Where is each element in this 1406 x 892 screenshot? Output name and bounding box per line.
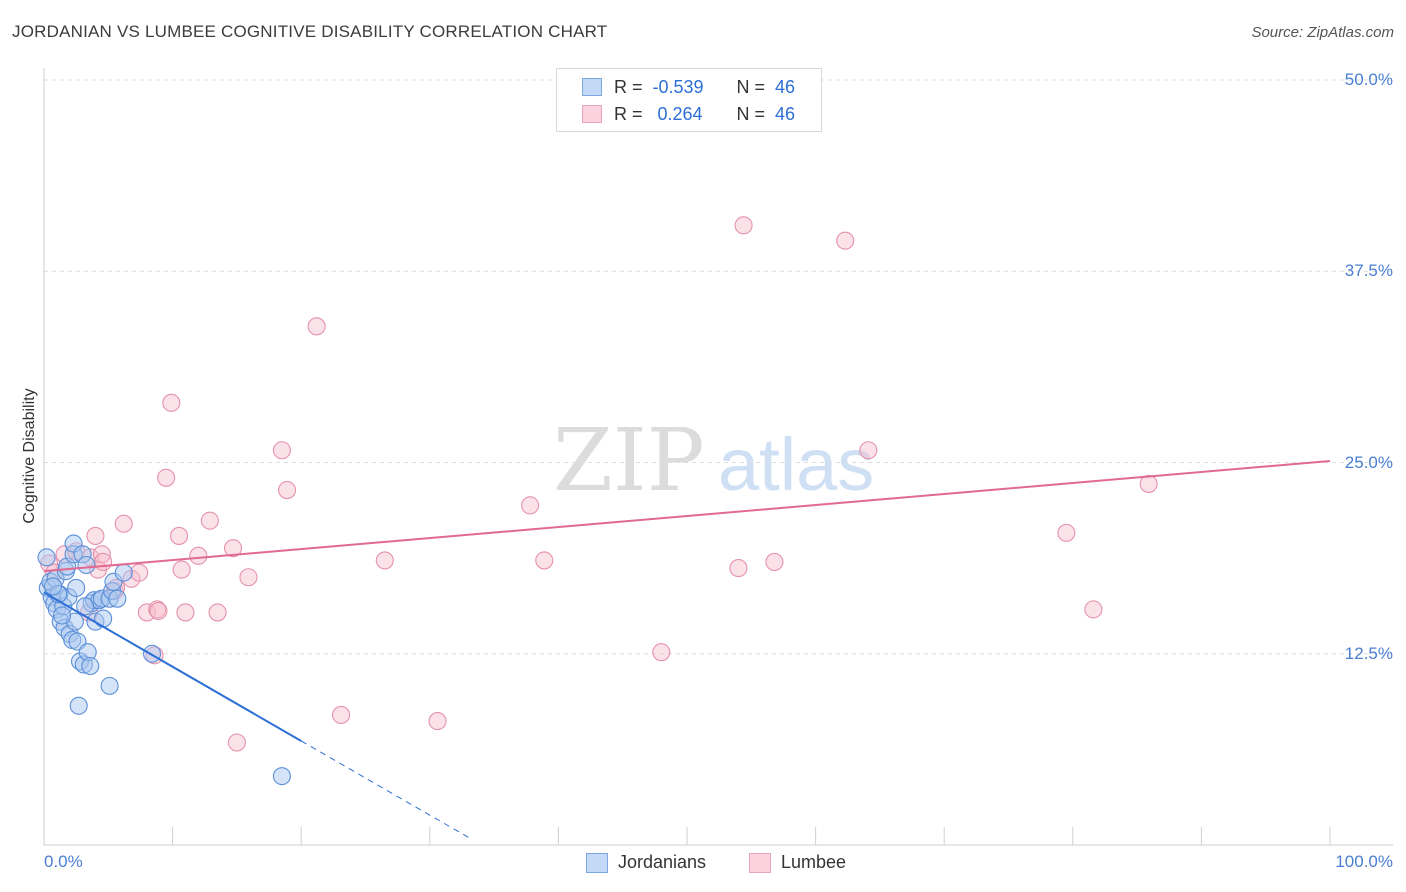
lumbee-point	[332, 705, 351, 725]
lumbee-legend-swatch	[749, 852, 771, 873]
series-legend-jordanians: Jordanians	[586, 852, 706, 873]
lumbee-point	[239, 568, 258, 587]
lumbee-point	[130, 563, 149, 582]
axes	[43, 68, 1393, 846]
lumbee-point	[176, 603, 195, 622]
jordanian-point	[52, 606, 72, 625]
source-label: Source: ZipAtlas.com	[1251, 24, 1394, 41]
jordanians-legend-label: Jordanians	[618, 852, 707, 872]
lumbee-point	[535, 551, 554, 570]
jordanian-point	[272, 767, 291, 786]
x-tick-max: 100.0%	[1335, 852, 1393, 871]
lumbee-point	[114, 514, 133, 533]
legend-n-label: N =	[736, 76, 766, 97]
lumbee-points	[40, 216, 1158, 752]
jordanian-points	[37, 534, 291, 786]
jordanian-point	[69, 696, 88, 715]
jordanian-point	[77, 555, 96, 575]
y-tick-label: 12.5%	[1344, 643, 1393, 663]
lumbee-point	[1057, 523, 1076, 542]
correlation-legend: R = -0.539 N = 46 R = 0.264 N = 46	[556, 68, 822, 132]
lumbee-point	[278, 480, 297, 500]
series-legend-lumbee: Lumbee	[749, 852, 846, 873]
lumbee-point	[227, 733, 246, 752]
jordanians-trend-extension	[300, 740, 469, 838]
jordanians-swatch	[582, 78, 602, 96]
jordanian-point	[43, 577, 63, 596]
legend-n-label: N =	[736, 103, 766, 124]
lumbee-point	[307, 317, 326, 336]
jordanian-point	[94, 609, 113, 628]
lumbee-point	[137, 603, 156, 622]
lumbee-point	[729, 559, 748, 578]
jordanian-point	[81, 656, 100, 676]
y-tick-label: 25.0%	[1344, 452, 1393, 472]
y-tick-label: 37.5%	[1344, 261, 1393, 281]
lumbee-point	[1084, 600, 1103, 619]
lumbee-swatch	[582, 105, 602, 123]
legend-n-value: 46	[775, 76, 796, 97]
lumbee-point	[1139, 474, 1158, 493]
jordanian-point	[67, 578, 86, 598]
jordanian-point	[100, 676, 119, 695]
chart-title: JORDANIAN VS LUMBEE COGNITIVE DISABILITY…	[12, 22, 608, 41]
lumbee-point	[92, 545, 111, 564]
legend-row-jordanians: R = -0.539 N = 46	[582, 75, 795, 99]
legend-r-value: -0.539	[652, 76, 704, 97]
lumbee-point	[765, 552, 784, 572]
lumbee-point	[521, 496, 540, 515]
lumbee-point	[272, 441, 291, 460]
lumbee-point	[734, 216, 753, 235]
jordanian-point	[37, 548, 56, 567]
lumbee-point	[172, 560, 191, 579]
y-tick-label: 50.0%	[1344, 70, 1393, 89]
x-tick-min: 0.0%	[44, 852, 83, 871]
trend-lines	[43, 459, 1331, 838]
lumbee-point	[652, 643, 671, 662]
lumbee-legend-label: Lumbee	[781, 852, 847, 872]
watermark-atlas: atlas	[718, 423, 874, 506]
lumbee-point	[149, 601, 168, 620]
lumbee-point	[94, 552, 113, 572]
legend-r-value: 0.264	[652, 103, 703, 124]
lumbee-point	[375, 551, 394, 570]
lumbee-point	[162, 393, 181, 412]
jordanian-point	[114, 563, 133, 582]
jordanian-point	[76, 597, 95, 616]
lumbee-point	[157, 468, 176, 487]
lumbee-point	[86, 526, 105, 545]
lumbee-point	[223, 539, 243, 558]
lumbee-point	[189, 546, 208, 565]
legend-row-lumbee: R = 0.264 N = 46	[582, 102, 795, 126]
legend-n-value: 46	[775, 103, 796, 124]
jordanian-point	[108, 589, 127, 608]
lumbee-point	[208, 603, 227, 622]
lumbee-point	[200, 511, 219, 530]
lumbee-point	[169, 526, 189, 545]
watermark-zip: ZIP	[553, 411, 705, 511]
jordanians-trend-line	[43, 591, 302, 742]
jordanians-legend-swatch	[586, 852, 608, 873]
legend-r-label: R =	[614, 76, 643, 97]
lumbee-point	[859, 441, 878, 460]
lumbee-point	[836, 231, 855, 250]
grid-lines	[44, 79, 1393, 655]
legend-r-label: R =	[614, 103, 643, 124]
lumbee-trend-line	[43, 459, 1331, 573]
lumbee-point	[428, 712, 447, 731]
